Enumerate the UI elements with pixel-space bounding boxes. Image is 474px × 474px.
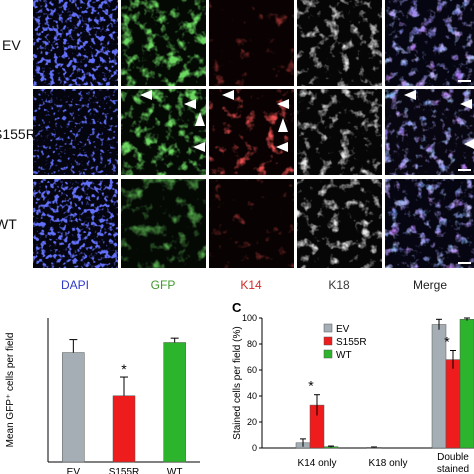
legend: EV S155R WT xyxy=(323,323,367,361)
arrowheads-merge xyxy=(404,90,474,149)
scale-bar-wt xyxy=(458,262,471,264)
x-tick-label: stained xyxy=(437,464,469,474)
bar xyxy=(112,395,136,463)
row-label-ev: EV xyxy=(2,37,21,53)
bar xyxy=(445,359,461,449)
chart-gfp-cells: EV * S155R WT Mean GFP⁺ cells per field xyxy=(5,318,200,474)
legend-label: EV xyxy=(336,324,350,335)
micrograph-row-ev xyxy=(33,0,474,86)
micrograph-grid: EV S155R WT DAPI GFP K14 K18 Merge xyxy=(0,0,474,292)
arrowheads-k14 xyxy=(222,90,289,152)
row-label-s155r: S155R xyxy=(0,126,36,142)
significance-mark: * xyxy=(308,378,314,394)
channel-labels: DAPI GFP K14 K18 Merge xyxy=(61,278,447,292)
significance-mark: * xyxy=(121,361,127,377)
bar xyxy=(163,342,186,463)
channel-label-k18: K18 xyxy=(328,278,350,292)
bar xyxy=(459,319,474,449)
channel-label-k14: K14 xyxy=(240,278,262,292)
legend-swatch xyxy=(323,349,333,359)
x-tick-label: K18 only xyxy=(369,458,408,469)
y-tick-label: 80 xyxy=(247,339,257,349)
micrograph-row-s155r xyxy=(33,89,474,175)
y-axis-label: Stained cells per field (%) xyxy=(232,326,243,439)
legend-swatch xyxy=(323,336,333,346)
channel-label-merge: Merge xyxy=(413,278,447,292)
micrograph-row-wt xyxy=(33,179,474,268)
x-tick-label: S155R xyxy=(109,467,140,474)
channel-label-gfp: GFP xyxy=(151,278,176,292)
arrowheads-gfp xyxy=(140,90,205,152)
y-tick-label: 20 xyxy=(247,417,257,427)
legend-swatch xyxy=(323,323,333,333)
scale-bar-s155r xyxy=(458,169,471,171)
x-tick-label: Double xyxy=(437,452,469,463)
row-label-wt: WT xyxy=(0,216,17,232)
channel-label-dapi: DAPI xyxy=(61,278,89,292)
significance-mark: * xyxy=(444,334,450,350)
x-tick-label: WT xyxy=(167,467,183,474)
scale-bar-ev xyxy=(458,80,471,82)
y-tick-label: 100 xyxy=(242,313,257,323)
y-tick-label: 0 xyxy=(252,443,257,453)
y-tick-label: 60 xyxy=(247,365,257,375)
chart-stained-cells: 0 20 40 60 80 100 * K14 only K18 only * Doublestai… xyxy=(232,313,474,474)
x-tick-label: K14 only xyxy=(298,458,337,469)
y-tick-label: 40 xyxy=(247,391,257,401)
x-tick-label: EV xyxy=(67,467,81,474)
bar xyxy=(62,352,85,463)
legend-label: S155R xyxy=(336,337,367,348)
y-axis-label: Mean GFP⁺ cells per field xyxy=(5,333,16,448)
panel-letter-c: C xyxy=(232,300,242,315)
legend-label: WT xyxy=(336,350,352,361)
